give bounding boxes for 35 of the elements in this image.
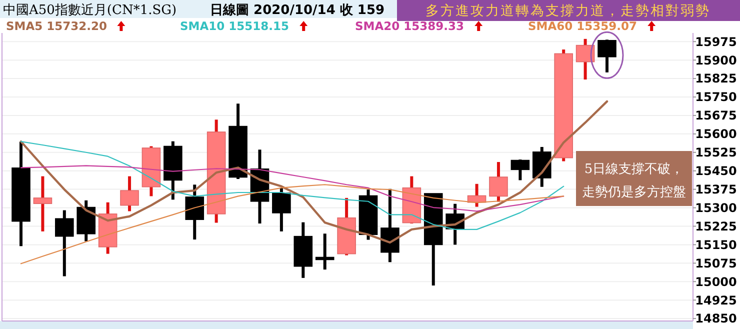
candlestick <box>315 234 334 270</box>
candlestick <box>185 184 204 240</box>
candlestick <box>55 210 74 276</box>
chart-title: 中國A50指數近月(CN*1.SG) <box>3 3 177 18</box>
y-tick-label: 15750 <box>695 90 737 104</box>
candlestick <box>510 160 530 180</box>
y-tick-label: 15225 <box>695 219 737 234</box>
chart-subtitle: 日線圖 2020/10/14 收 159 <box>210 3 385 18</box>
y-tick-label: 15675 <box>695 108 737 123</box>
text: SMA10 15518.15 <box>180 19 290 33</box>
candlestick <box>120 176 139 212</box>
candlestick <box>598 40 616 72</box>
y-tick-label: 15825 <box>695 72 737 86</box>
line-series <box>20 141 564 230</box>
text: 多方進攻力道轉為支撐力道，走勢相對弱勢 <box>426 3 710 19</box>
y-tick-label: 15900 <box>695 53 737 68</box>
y-tick-label: 15075 <box>695 256 737 270</box>
text: SMA60 15359.07 <box>528 19 638 33</box>
y-tick-label: 14925 <box>695 293 737 308</box>
candlestick <box>33 176 52 232</box>
y-tick-label: 15150 <box>695 238 737 252</box>
y-tick-label: 15525 <box>695 146 737 160</box>
text: SMA5 15732.20 <box>6 19 108 33</box>
candlestick <box>489 162 508 202</box>
text: SMA20 15389.33 <box>355 19 464 33</box>
y-tick-label: 15300 <box>695 200 737 215</box>
y-tick-label: 15600 <box>695 127 737 142</box>
line-series <box>20 184 564 264</box>
y-tick-label: 15975 <box>695 34 737 49</box>
y-tick-label: 15000 <box>695 274 737 289</box>
y-tick-label: 15375 <box>695 182 737 197</box>
y-tick-label: 14850 <box>695 312 737 326</box>
candlestick <box>272 188 291 232</box>
annotation: 5日線支撐不破，走勢仍是多方控盤 <box>582 162 686 200</box>
y-tick-label: 15450 <box>695 164 737 178</box>
